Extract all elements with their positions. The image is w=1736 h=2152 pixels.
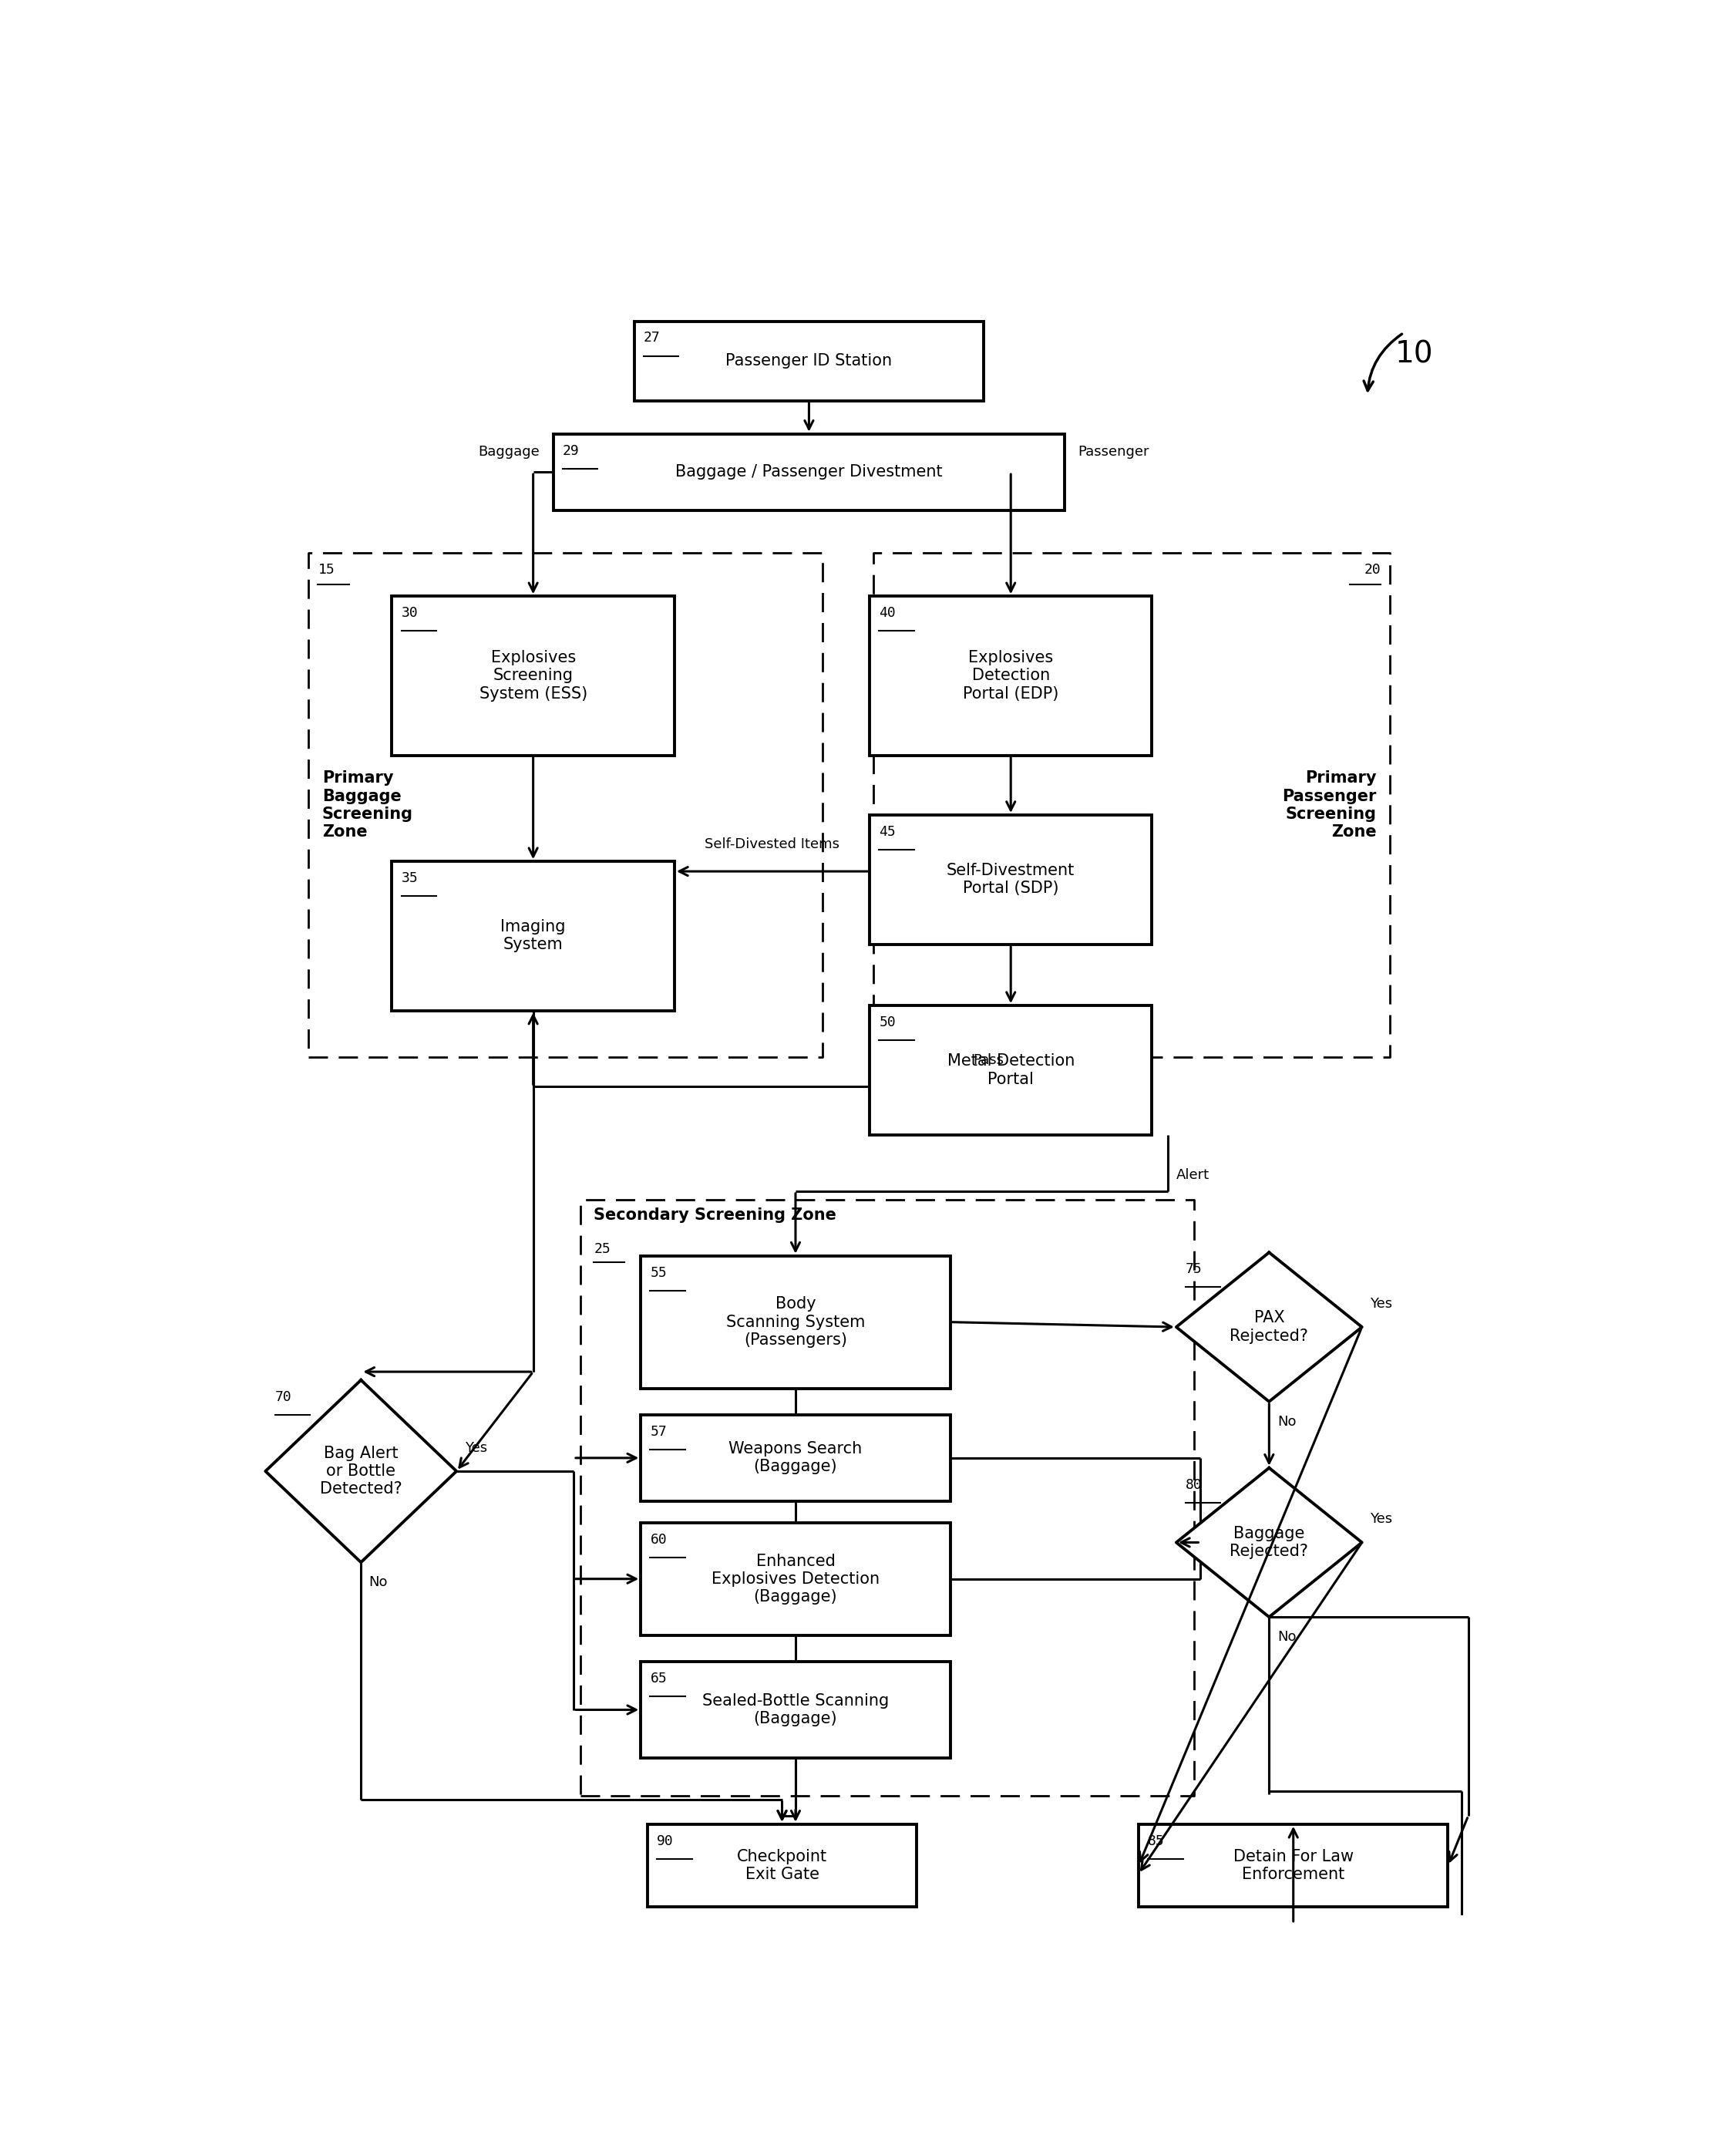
Text: 57: 57 [651, 1425, 667, 1440]
Text: 85: 85 [1147, 1834, 1165, 1849]
Text: 75: 75 [1186, 1263, 1203, 1276]
Text: No: No [1278, 1414, 1297, 1429]
Text: 30: 30 [401, 607, 418, 620]
Bar [634, 321, 984, 400]
Text: 80: 80 [1186, 1478, 1203, 1491]
Text: 40: 40 [878, 607, 896, 620]
Text: No: No [370, 1575, 387, 1590]
Bar [641, 1661, 950, 1758]
Text: 55: 55 [651, 1265, 667, 1280]
Text: Yes: Yes [465, 1442, 488, 1455]
Bar [641, 1414, 950, 1502]
Text: PAX
Rejected?: PAX Rejected? [1229, 1311, 1309, 1343]
Bar [648, 1825, 917, 1907]
Text: Yes: Yes [1370, 1513, 1392, 1526]
Polygon shape [1177, 1468, 1363, 1616]
Text: Checkpoint
Exit Gate: Checkpoint Exit Gate [736, 1849, 828, 1883]
Bar [1139, 1825, 1448, 1907]
Text: Yes: Yes [1370, 1298, 1392, 1311]
Text: Alert: Alert [1177, 1169, 1210, 1181]
Bar [392, 861, 674, 1011]
Text: Baggage: Baggage [479, 445, 540, 458]
Text: Body
Scanning System
(Passengers): Body Scanning System (Passengers) [726, 1296, 865, 1347]
Bar [554, 435, 1064, 510]
Text: Explosives
Screening
System (ESS): Explosives Screening System (ESS) [479, 650, 587, 702]
Text: 15: 15 [318, 564, 335, 577]
Text: Passenger: Passenger [1078, 445, 1149, 458]
Text: Sealed-Bottle Scanning
(Baggage): Sealed-Bottle Scanning (Baggage) [701, 1694, 889, 1726]
Text: 27: 27 [644, 331, 660, 344]
Text: 29: 29 [562, 443, 580, 458]
Text: 60: 60 [651, 1532, 667, 1547]
Text: 65: 65 [651, 1672, 667, 1685]
Text: Primary
Passenger
Screening
Zone: Primary Passenger Screening Zone [1283, 770, 1377, 839]
Bar [392, 596, 674, 755]
Text: Primary
Baggage
Screening
Zone: Primary Baggage Screening Zone [321, 770, 413, 839]
Bar [870, 816, 1153, 945]
Text: Metal Detection
Portal: Metal Detection Portal [948, 1054, 1075, 1087]
Text: 35: 35 [401, 872, 418, 884]
Bar [641, 1257, 950, 1388]
Text: Pass: Pass [974, 1052, 1003, 1067]
Text: 50: 50 [878, 1016, 896, 1029]
Text: 90: 90 [656, 1834, 674, 1849]
Polygon shape [1177, 1252, 1363, 1401]
Bar [641, 1524, 950, 1636]
Text: Baggage / Passenger Divestment: Baggage / Passenger Divestment [675, 465, 943, 480]
Polygon shape [266, 1379, 457, 1562]
Text: Detain For Law
Enforcement: Detain For Law Enforcement [1233, 1849, 1354, 1883]
Text: 20: 20 [1364, 564, 1380, 577]
Text: Self-Divested Items: Self-Divested Items [705, 837, 840, 852]
Bar [870, 596, 1153, 755]
Text: 10: 10 [1396, 340, 1434, 368]
Text: Weapons Search
(Baggage): Weapons Search (Baggage) [729, 1442, 863, 1474]
Text: Explosives
Detection
Portal (EDP): Explosives Detection Portal (EDP) [963, 650, 1059, 702]
Text: Passenger ID Station: Passenger ID Station [726, 353, 892, 368]
Text: No: No [1278, 1631, 1297, 1644]
Text: 25: 25 [594, 1242, 611, 1257]
Text: Self-Divestment
Portal (SDP): Self-Divestment Portal (SDP) [946, 863, 1075, 895]
Text: 45: 45 [878, 824, 896, 839]
Text: Imaging
System: Imaging System [500, 919, 566, 953]
Text: Bag Alert
or Bottle
Detected?: Bag Alert or Bottle Detected? [319, 1446, 403, 1498]
Bar [870, 1005, 1153, 1134]
Text: Secondary Screening Zone: Secondary Screening Zone [594, 1207, 837, 1222]
Text: Baggage
Rejected?: Baggage Rejected? [1229, 1526, 1309, 1558]
Text: 70: 70 [274, 1390, 292, 1403]
Text: Enhanced
Explosives Detection
(Baggage): Enhanced Explosives Detection (Baggage) [712, 1554, 880, 1605]
